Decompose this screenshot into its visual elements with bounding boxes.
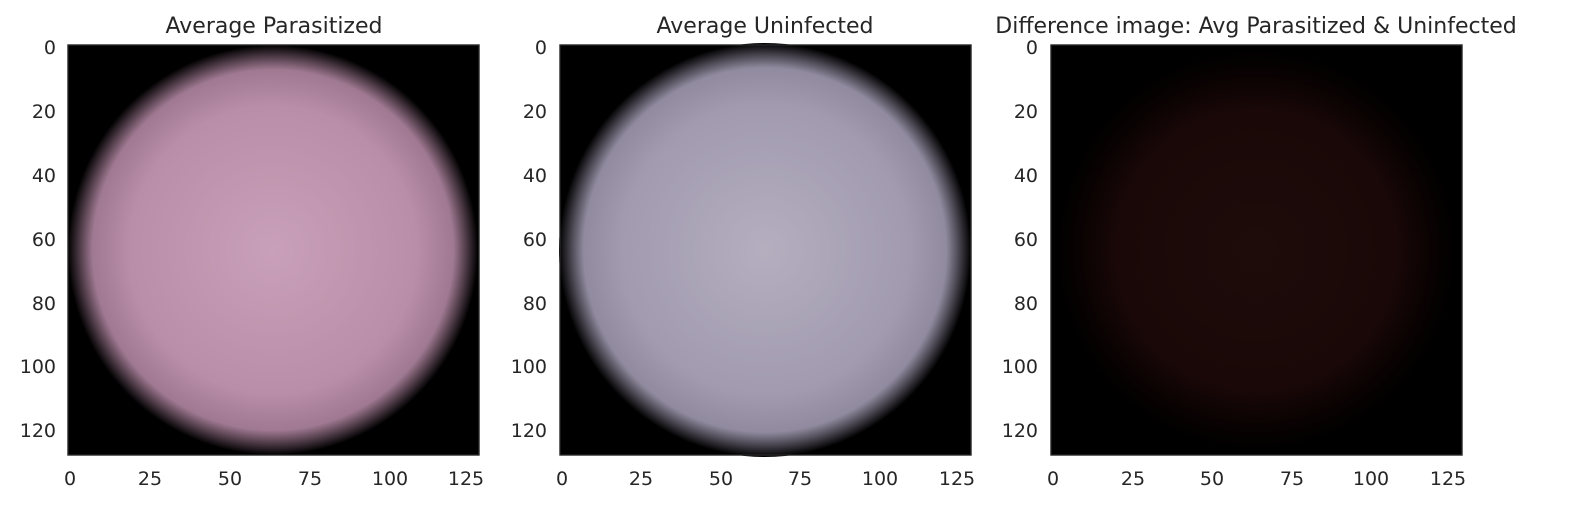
x-tick-label: 25 — [629, 468, 653, 490]
x-tick-label: 0 — [556, 468, 568, 490]
x-tick-label: 100 — [1353, 468, 1389, 490]
panel-title: Average Parasitized — [166, 14, 383, 39]
x-tick-label: 50 — [709, 468, 733, 490]
y-tick-label: 20 — [1014, 101, 1038, 123]
x-tick-label: 75 — [788, 468, 812, 490]
y-tick-label: 60 — [32, 229, 56, 251]
cell-image — [559, 43, 971, 457]
x-tick-label: 75 — [298, 468, 322, 490]
x-tick-label: 125 — [939, 468, 975, 490]
panel-difference-image: Difference image: Avg Parasitized & Unin… — [995, 14, 1516, 490]
cell-image — [68, 45, 478, 455]
axes-frame — [1050, 44, 1463, 456]
y-tick-label: 0 — [44, 37, 56, 59]
y-tick-label: 80 — [523, 293, 547, 315]
y-tick-label: 20 — [32, 101, 56, 123]
panel-title: Difference image: Avg Parasitized & Unin… — [995, 14, 1516, 39]
axes-frame — [559, 44, 972, 456]
x-tick-label: 25 — [138, 468, 162, 490]
x-tick-label: 50 — [218, 468, 242, 490]
y-tick-label: 0 — [535, 37, 547, 59]
y-axis: 0 20 40 60 80 100 120 — [20, 37, 56, 442]
cell-image — [1056, 50, 1456, 450]
x-axis: 0 25 50 75 100 125 — [64, 468, 484, 490]
x-tick-label: 125 — [1430, 468, 1466, 490]
axes-frame — [67, 44, 480, 456]
y-tick-label: 20 — [523, 101, 547, 123]
y-tick-label: 60 — [1014, 229, 1038, 251]
y-tick-label: 80 — [32, 293, 56, 315]
x-axis: 0 25 50 75 100 125 — [556, 468, 975, 490]
x-tick-label: 25 — [1121, 468, 1145, 490]
y-tick-label: 100 — [1002, 356, 1038, 378]
x-tick-label: 75 — [1280, 468, 1304, 490]
y-tick-label: 40 — [1014, 165, 1038, 187]
x-tick-label: 100 — [372, 468, 408, 490]
y-tick-label: 60 — [523, 229, 547, 251]
x-tick-label: 100 — [862, 468, 898, 490]
y-tick-label: 120 — [511, 420, 547, 442]
y-tick-label: 80 — [1014, 293, 1038, 315]
image-area — [559, 43, 972, 457]
x-tick-label: 125 — [448, 468, 484, 490]
y-tick-label: 0 — [1026, 37, 1038, 59]
panel-average-parasitized: Average Parasitized 0 20 40 60 80 100 12… — [20, 14, 484, 490]
panel-title: Average Uninfected — [657, 14, 874, 39]
panel-average-uninfected: Average Uninfected 0 20 40 60 80 100 120… — [511, 14, 975, 490]
x-axis: 0 25 50 75 100 125 — [1047, 468, 1466, 490]
y-tick-label: 40 — [32, 165, 56, 187]
y-tick-label: 100 — [511, 356, 547, 378]
image-area — [1050, 44, 1463, 456]
y-tick-label: 120 — [20, 420, 56, 442]
image-area — [67, 44, 480, 456]
y-axis: 0 20 40 60 80 100 120 — [511, 37, 547, 442]
x-tick-label: 0 — [64, 468, 76, 490]
x-tick-label: 0 — [1047, 468, 1059, 490]
y-tick-label: 40 — [523, 165, 547, 187]
y-tick-label: 100 — [20, 356, 56, 378]
y-axis: 0 20 40 60 80 100 120 — [1002, 37, 1038, 442]
x-tick-label: 50 — [1200, 468, 1224, 490]
y-tick-label: 120 — [1002, 420, 1038, 442]
